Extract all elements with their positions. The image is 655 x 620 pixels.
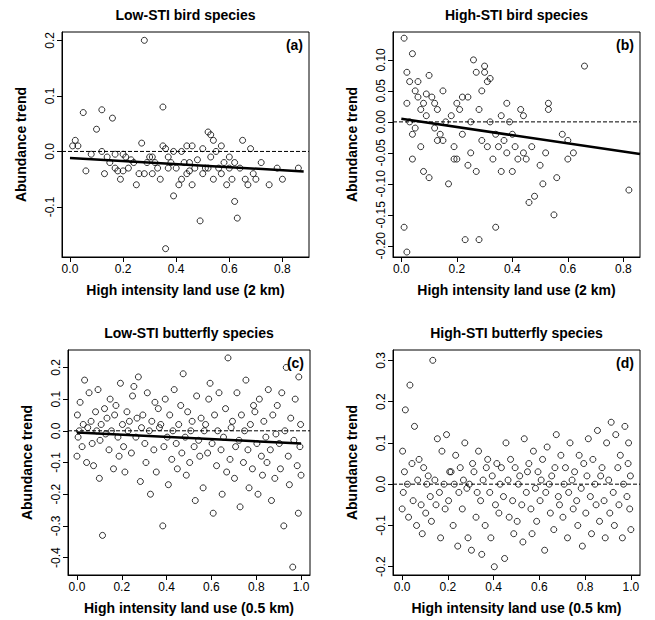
svg-text:0.4: 0.4 xyxy=(504,262,521,276)
svg-text:Abundance trend: Abundance trend xyxy=(344,405,360,520)
svg-text:High-STI butterfly species: High-STI butterfly species xyxy=(430,325,603,341)
svg-text:High-STI bird species: High-STI bird species xyxy=(445,7,588,23)
svg-text:0.0: 0.0 xyxy=(69,580,86,594)
svg-text:0.0: 0.0 xyxy=(62,262,79,276)
svg-text:-0.2: -0.2 xyxy=(374,556,388,577)
svg-text:0.4: 0.4 xyxy=(485,580,502,594)
svg-text:0.00: 0.00 xyxy=(374,110,388,134)
svg-text:0.8: 0.8 xyxy=(248,580,265,594)
svg-text:0.8: 0.8 xyxy=(615,262,632,276)
svg-text:0.6: 0.6 xyxy=(531,580,548,594)
svg-text:0.2: 0.2 xyxy=(43,32,57,49)
svg-text:Low-STI butterfly species: Low-STI butterfly species xyxy=(104,325,274,341)
svg-text:-0.2: -0.2 xyxy=(49,484,63,505)
svg-text:0.05: 0.05 xyxy=(374,79,388,103)
svg-text:0.2: 0.2 xyxy=(374,393,388,410)
svg-text:0.0: 0.0 xyxy=(374,476,388,493)
svg-text:0.4: 0.4 xyxy=(168,262,185,276)
svg-text:High intensity land use (2 km): High intensity land use (2 km) xyxy=(86,282,284,298)
svg-text:0.1: 0.1 xyxy=(43,87,57,104)
svg-text:0.6: 0.6 xyxy=(221,262,238,276)
svg-text:(d): (d) xyxy=(616,355,634,371)
svg-text:0.1: 0.1 xyxy=(49,390,63,407)
svg-text:-0.1: -0.1 xyxy=(43,196,57,217)
svg-text:0.8: 0.8 xyxy=(274,262,291,276)
svg-text:0.4: 0.4 xyxy=(158,580,175,594)
svg-text:(c): (c) xyxy=(287,355,304,371)
svg-text:0.6: 0.6 xyxy=(203,580,220,594)
svg-text:-0.3: -0.3 xyxy=(49,515,63,536)
svg-text:0.0: 0.0 xyxy=(394,580,411,594)
svg-text:High intensity land use (0.5 k: High intensity land use (0.5 km) xyxy=(411,600,621,616)
svg-text:Abundance trend: Abundance trend xyxy=(19,405,35,520)
svg-text:1.0: 1.0 xyxy=(623,580,640,594)
svg-text:0.2: 0.2 xyxy=(49,359,63,376)
svg-text:0.2: 0.2 xyxy=(115,262,132,276)
svg-text:0.0: 0.0 xyxy=(43,143,57,160)
svg-text:-0.1: -0.1 xyxy=(374,515,388,536)
svg-text:Abundance trend: Abundance trend xyxy=(344,87,360,202)
svg-text:Low-STI bird species: Low-STI bird species xyxy=(115,7,255,23)
svg-text:0.6: 0.6 xyxy=(559,262,576,276)
svg-text:0.0: 0.0 xyxy=(393,262,410,276)
svg-text:0.2: 0.2 xyxy=(113,580,130,594)
svg-text:-0.05: -0.05 xyxy=(374,139,388,167)
svg-text:High intensity land use (2 km): High intensity land use (2 km) xyxy=(417,282,615,298)
svg-text:Abundance trend: Abundance trend xyxy=(13,87,29,202)
svg-text:0.2: 0.2 xyxy=(440,580,457,594)
svg-text:(a): (a) xyxy=(286,37,303,53)
svg-text:-0.15: -0.15 xyxy=(374,201,388,229)
svg-text:0.2: 0.2 xyxy=(448,262,465,276)
svg-text:1.0: 1.0 xyxy=(293,580,310,594)
svg-text:-0.10: -0.10 xyxy=(374,170,388,198)
svg-text:High intensity land use (0.5 k: High intensity land use (0.5 km) xyxy=(84,600,294,616)
svg-text:0.0: 0.0 xyxy=(49,422,63,439)
svg-text:0.3: 0.3 xyxy=(374,352,388,369)
svg-text:0.8: 0.8 xyxy=(577,580,594,594)
svg-text:0.1: 0.1 xyxy=(374,434,388,451)
svg-text:0.10: 0.10 xyxy=(374,48,388,72)
svg-text:(b): (b) xyxy=(616,37,634,53)
svg-text:-0.4: -0.4 xyxy=(49,547,63,568)
svg-text:-0.1: -0.1 xyxy=(49,452,63,473)
svg-text:-0.20: -0.20 xyxy=(374,232,388,260)
